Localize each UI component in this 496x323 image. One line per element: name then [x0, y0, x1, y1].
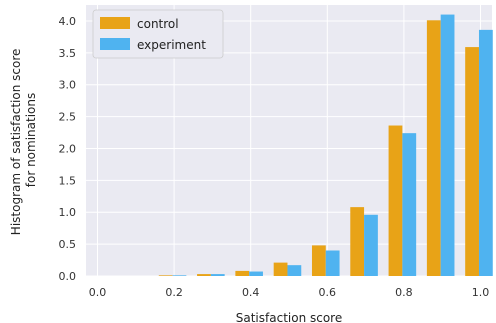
bar-experiment	[440, 14, 455, 277]
y-tick-label: 1.0	[59, 206, 77, 219]
bar-experiment	[325, 250, 340, 276]
y-tick-label: 0.0	[59, 270, 77, 283]
y-tick-label: 3.5	[59, 47, 77, 60]
x-tick-label: 0.0	[89, 286, 107, 299]
y-tick-label: 2.5	[59, 111, 77, 124]
bar-control	[350, 207, 365, 276]
y-tick-label: 4.0	[59, 15, 77, 28]
y-axis-label-line-2: for nominations	[24, 93, 38, 187]
x-axis-label: Satisfaction score	[236, 311, 342, 323]
y-tick-label: 2.0	[59, 142, 77, 155]
y-tick-label: 3.0	[59, 79, 77, 92]
y-axis-label: Histogram of satisfaction score for nomi…	[9, 45, 38, 235]
bar-experiment	[249, 271, 263, 276]
bar-experiment	[364, 214, 378, 276]
bar-control	[158, 275, 173, 276]
legend-label-control: control	[137, 17, 179, 31]
x-tick-label: 0.6	[319, 286, 337, 299]
x-tick-label: 0.8	[395, 286, 413, 299]
bar-control	[197, 274, 211, 276]
bar-control	[465, 47, 479, 277]
bar-control	[235, 270, 250, 276]
y-tick-label: 0.5	[59, 238, 77, 251]
bar-control	[311, 245, 326, 276]
bar-control	[426, 20, 441, 277]
bar-experiment	[172, 275, 187, 276]
bar-control	[273, 262, 288, 276]
legend: control experiment	[92, 9, 224, 59]
x-tick-label: 0.4	[242, 286, 260, 299]
bar-control	[388, 125, 403, 277]
x-tick-labels: 0.0 0.2 0.4 0.6 0.8 1.0	[89, 286, 490, 299]
bar-experiment	[402, 133, 417, 276]
x-tick-label: 1.0	[472, 286, 490, 299]
x-tick-label: 0.2	[165, 286, 183, 299]
bar-experiment	[287, 265, 302, 276]
y-tick-labels: 0.0 0.5 1.0 1.5 2.0 2.5 3.0 3.5 4.0	[59, 15, 77, 283]
bar-experiment	[210, 274, 225, 276]
bars	[158, 14, 493, 277]
y-axis-label-line-1: Histogram of satisfaction score	[9, 49, 23, 236]
legend-swatch-control	[100, 17, 130, 29]
bar-experiment	[478, 29, 493, 276]
legend-label-experiment: experiment	[137, 38, 206, 52]
legend-swatch-experiment	[100, 38, 130, 50]
y-tick-label: 1.5	[59, 174, 77, 187]
